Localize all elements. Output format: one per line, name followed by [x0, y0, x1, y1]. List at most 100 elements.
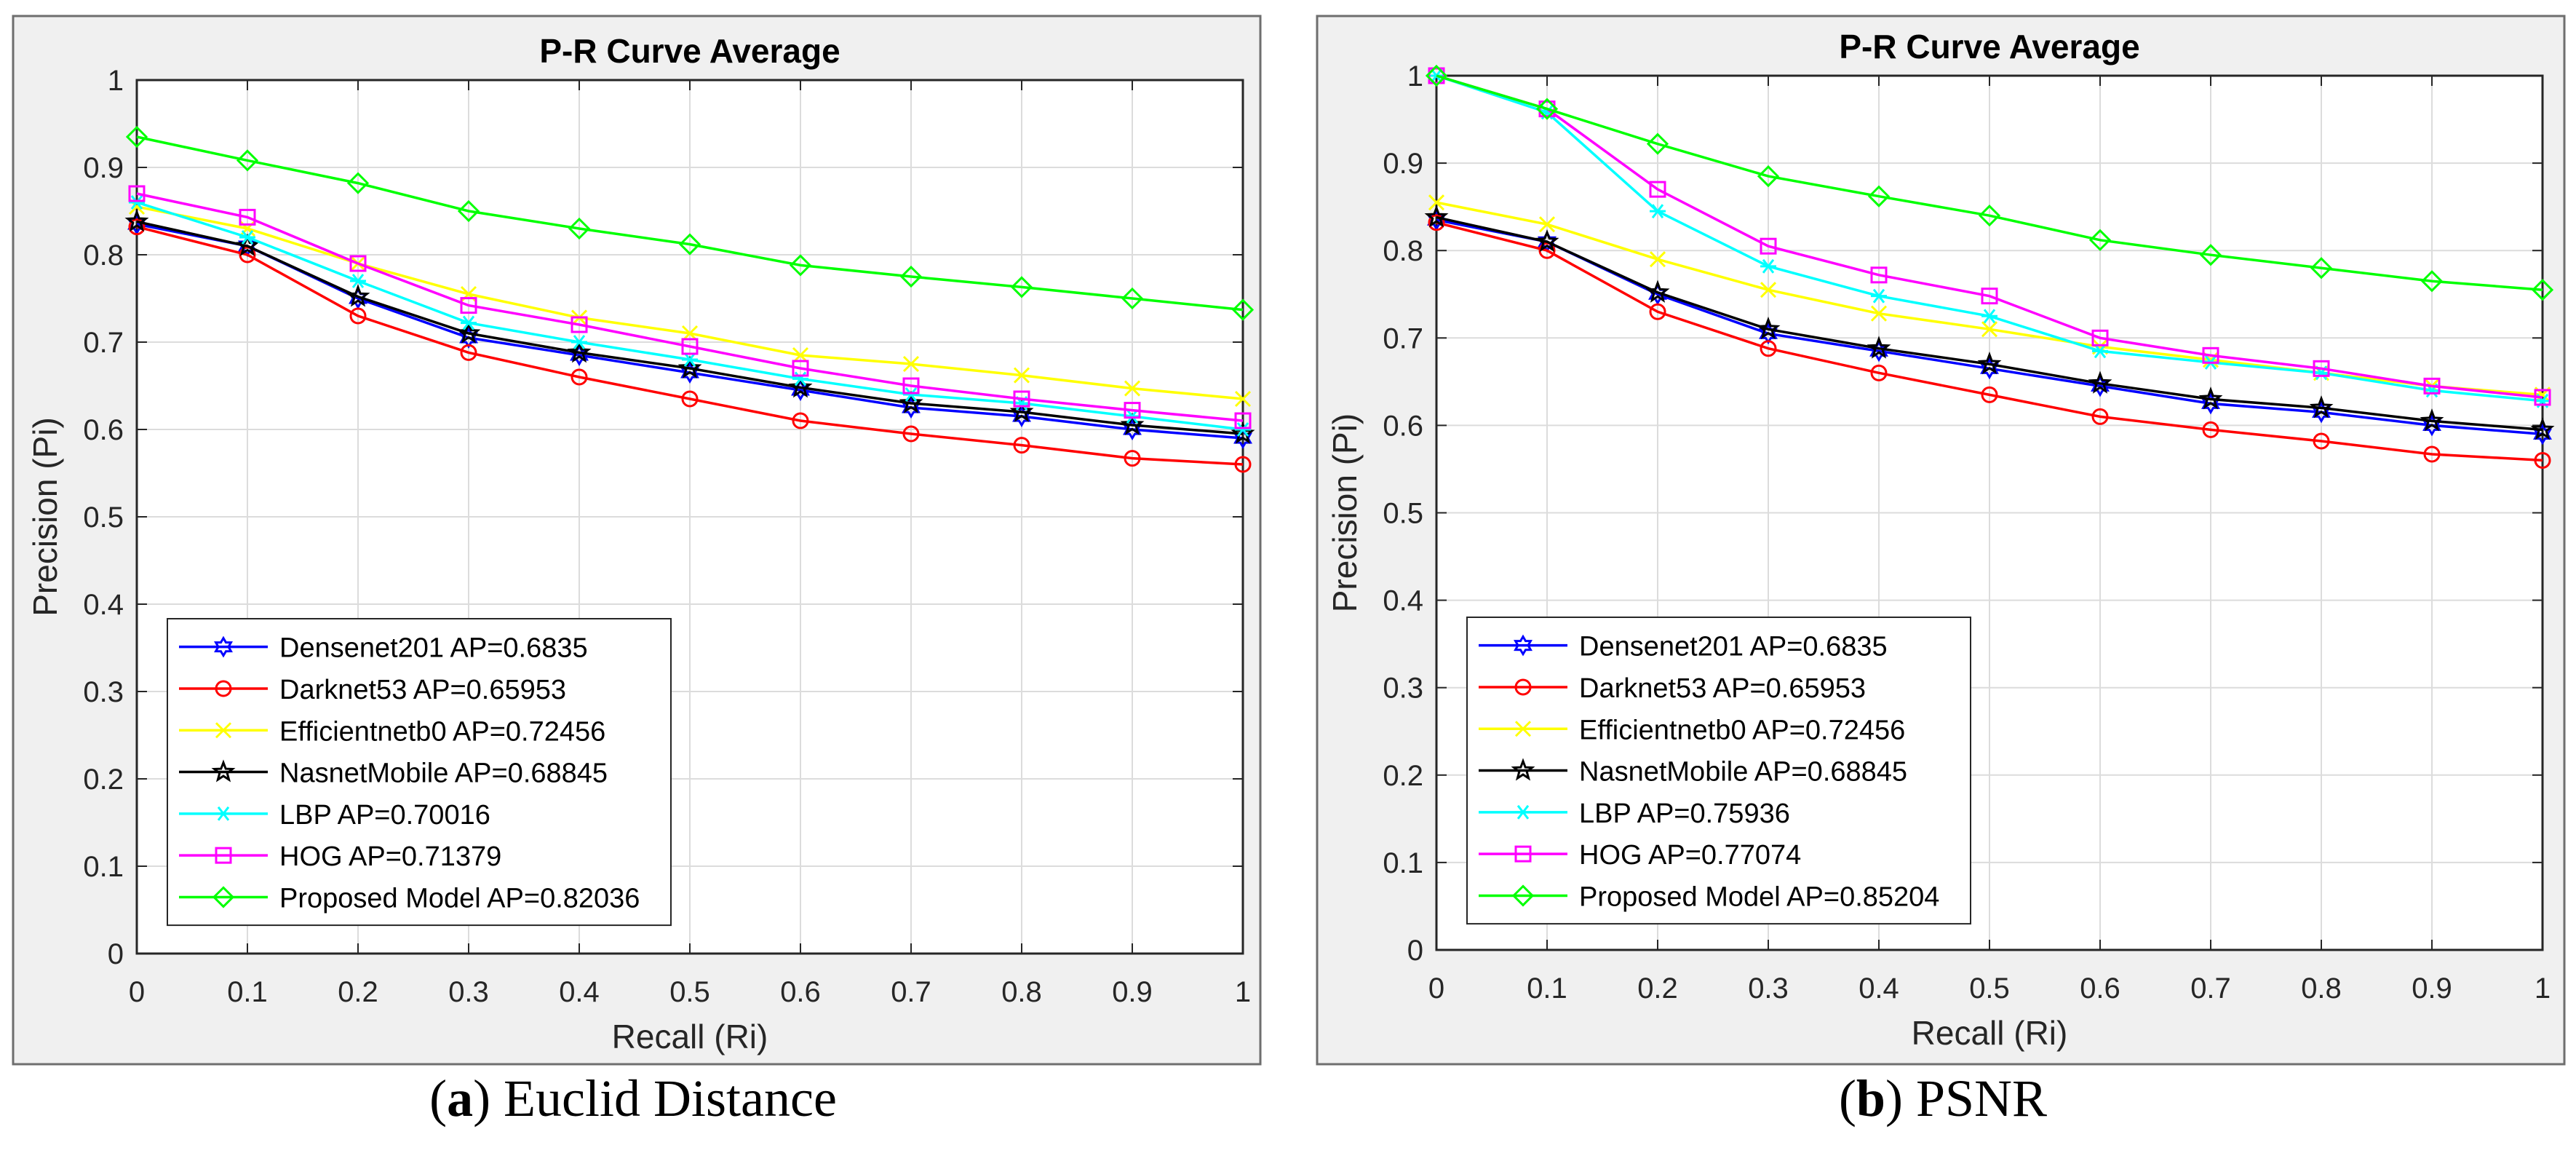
caption-open: ( — [429, 1069, 448, 1128]
caption-euclid-distance: (a) Euclid Distance — [0, 1069, 1266, 1141]
legend-entry: Densenet201 AP=0.6835 — [1479, 632, 1888, 662]
data-point — [1120, 412, 1145, 435]
y-tick-label: 0.6 — [83, 414, 124, 446]
data-point — [902, 355, 920, 373]
data-point — [2423, 377, 2441, 395]
series-3 — [1424, 205, 2555, 440]
data-point — [1981, 288, 1998, 305]
legend-label: LBP AP=0.75936 — [1579, 799, 1790, 829]
y-tick-label: 1 — [108, 65, 124, 97]
legend-entry: Darknet53 AP=0.65953 — [179, 675, 566, 705]
y-tick-label: 0.1 — [83, 851, 124, 883]
x-tick-label: 1 — [2535, 972, 2551, 1005]
data-point — [235, 233, 260, 256]
data-point — [792, 360, 809, 377]
caption-letter: b — [1856, 1069, 1885, 1128]
data-point — [1756, 317, 1781, 340]
data-point — [1759, 322, 1778, 345]
axes-box — [135, 79, 1244, 955]
data-point — [1760, 340, 1777, 357]
legend-label: Densenet201 AP=0.6835 — [1579, 632, 1888, 662]
data-point — [2420, 270, 2444, 293]
data-point — [239, 246, 256, 264]
data-point — [1010, 276, 1033, 298]
legend-marker — [212, 886, 235, 908]
data-point — [239, 230, 255, 245]
x-tick-label: 0.6 — [780, 976, 821, 1008]
chart-panel-psnr: 0 0.1 0.2 0.3 0.4 0.5 0.6 0.7 0.8 0.9 1 0 0.1 0.2 0.3 0… — [1316, 15, 2566, 1066]
legend-entry: NasnetMobile AP=0.68845 — [179, 758, 608, 789]
data-point — [350, 274, 366, 288]
data-point — [788, 375, 813, 398]
data-point — [346, 284, 370, 307]
series-5 — [1428, 67, 2551, 406]
series-3 — [124, 209, 1255, 444]
legend-marker — [215, 722, 232, 739]
x-tick-label: 0.4 — [1859, 972, 1899, 1005]
data-point — [2534, 451, 2551, 469]
x-tick-label: 0.5 — [1969, 972, 2010, 1005]
y-tick-label: 0.4 — [1383, 585, 1423, 617]
legend-label: Darknet53 AP=0.65953 — [1579, 673, 1866, 704]
legend-marker — [215, 847, 232, 864]
data-point — [124, 209, 149, 232]
legend-entry: LBP AP=0.75936 — [1479, 799, 1790, 829]
data-point — [677, 355, 702, 379]
series-line — [136, 192, 1244, 422]
data-point — [789, 254, 812, 277]
series-line — [136, 220, 1244, 435]
data-point — [1978, 205, 2001, 227]
series-2 — [128, 198, 1252, 408]
data-point — [1977, 351, 2002, 375]
data-point — [681, 390, 699, 408]
data-point — [1124, 409, 1140, 424]
x-axis-label: Recall (Ri) — [612, 1018, 768, 1055]
y-tick-label: 0.5 — [83, 502, 124, 534]
data-point — [1870, 364, 1888, 381]
x-tick-label: 0.5 — [669, 976, 710, 1008]
data-point — [2310, 257, 2333, 280]
data-point — [459, 327, 478, 349]
series-line — [1436, 215, 2543, 432]
legend-entry: NasnetMobile AP=0.68845 — [1479, 757, 1907, 788]
data-point — [1646, 132, 1669, 155]
x-tick-label: 0.8 — [1001, 976, 1042, 1008]
data-point — [460, 297, 477, 314]
legend-entry: Efficientnetb0 AP=0.72456 — [1479, 715, 1905, 745]
data-point — [1981, 309, 1997, 324]
y-tick-label: 0.9 — [83, 152, 124, 184]
x-tick-label: 1 — [1235, 976, 1251, 1008]
x-tick-label: 0.9 — [2412, 972, 2452, 1005]
data-point — [1870, 305, 1888, 322]
data-point — [457, 199, 480, 223]
data-point — [460, 344, 477, 361]
data-point — [1124, 380, 1141, 397]
data-point — [1231, 421, 1255, 444]
data-point — [1013, 390, 1030, 408]
x-tick-label: 0.1 — [227, 976, 268, 1008]
data-point — [1645, 280, 1670, 303]
x-tick-label: 0 — [1428, 972, 1444, 1005]
chart-title: P-R Curve Average — [539, 32, 840, 70]
x-tick-label: 0.6 — [2080, 972, 2120, 1005]
x-axis-label: Recall (Ri) — [1912, 1014, 2068, 1052]
data-point — [1121, 287, 1144, 310]
y-tick-label: 0.7 — [83, 327, 124, 359]
data-point — [1760, 282, 1777, 298]
caption-open: ( — [1838, 1069, 1856, 1128]
legend-entry: Proposed Model AP=0.85204 — [1479, 881, 1939, 912]
data-point — [128, 218, 146, 236]
data-point — [1535, 98, 1559, 120]
data-point — [571, 335, 587, 349]
y-tick-label: 0.7 — [1383, 322, 1423, 354]
data-point — [903, 387, 919, 402]
data-point — [2088, 371, 2112, 394]
series-1 — [128, 218, 1252, 473]
legend-label: Darknet53 AP=0.65953 — [279, 675, 566, 705]
legend-label: HOG AP=0.77074 — [1579, 840, 1801, 871]
data-point — [2531, 279, 2554, 301]
legend-label: Proposed Model AP=0.82036 — [279, 883, 640, 914]
data-point — [571, 316, 588, 333]
legend-marker — [1514, 634, 1533, 657]
x-tick-label: 0.3 — [1748, 972, 1789, 1005]
